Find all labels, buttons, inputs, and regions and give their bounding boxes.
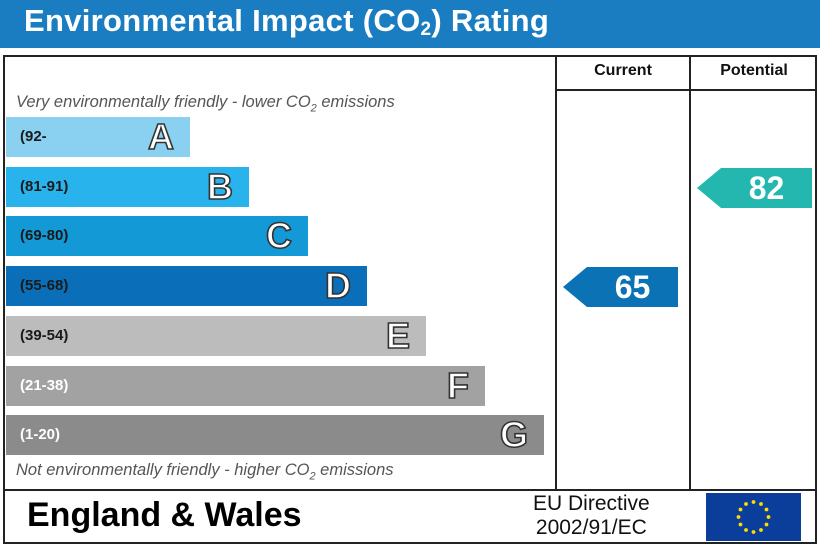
flag-star bbox=[759, 528, 763, 532]
potential-rating-arrow: 82 bbox=[697, 168, 812, 208]
flag-star bbox=[744, 502, 748, 506]
flag-star bbox=[759, 502, 763, 506]
flag-star bbox=[766, 515, 771, 519]
band-range-label: (55-68) bbox=[20, 277, 69, 294]
bottom-note: Not environmentally friendly - higher CO… bbox=[16, 461, 394, 483]
flag-star bbox=[764, 507, 769, 512]
band-g: (1-20) G bbox=[6, 414, 544, 456]
column-potential-header: Potential bbox=[720, 62, 788, 79]
flag-star bbox=[738, 522, 743, 527]
column-current-header: Current bbox=[594, 62, 652, 79]
band-range-label: (92- bbox=[20, 128, 47, 145]
flag-star bbox=[744, 528, 748, 532]
divider-potential bbox=[689, 55, 691, 491]
band-d: (55-68) D bbox=[6, 265, 367, 307]
eu-directive-line1: EU Directive bbox=[533, 492, 650, 515]
rating-frame bbox=[3, 55, 817, 544]
potential-rating-arrow-shape bbox=[697, 168, 812, 208]
band-range-label: (1-20) bbox=[20, 426, 61, 443]
band-letter: G bbox=[499, 414, 529, 456]
potential-rating-arrow-value: 82 bbox=[748, 170, 785, 206]
band-c: (69-80) C bbox=[6, 215, 308, 257]
current-rating-arrow-shape bbox=[563, 267, 678, 307]
band-e: (39-54) E bbox=[6, 315, 426, 357]
flag-star bbox=[764, 522, 769, 527]
current-rating-arrow-value: 65 bbox=[614, 269, 651, 305]
band-letter: A bbox=[147, 116, 175, 158]
region-label: England & Wales bbox=[27, 496, 302, 534]
band-letter: F bbox=[446, 365, 470, 407]
band-b: (81-91) B bbox=[6, 166, 249, 208]
header-divider bbox=[555, 89, 817, 91]
current-rating-arrow: 65 bbox=[563, 267, 678, 307]
band-letter: B bbox=[206, 166, 234, 208]
flag-star bbox=[751, 500, 756, 504]
band-range-label: (39-54) bbox=[20, 327, 69, 344]
band-letter: D bbox=[324, 265, 352, 307]
band-range-label: (81-91) bbox=[20, 178, 69, 195]
band-letter: C bbox=[265, 215, 293, 257]
flag-star bbox=[751, 530, 756, 534]
band-a: (92- A bbox=[6, 116, 190, 158]
footer-divider bbox=[3, 489, 817, 491]
top-note: Very environmentally friendly - lower CO… bbox=[16, 93, 395, 115]
eu-directive-text: EU Directive 2002/91/EC bbox=[533, 492, 650, 540]
eu-flag-icon bbox=[706, 493, 801, 541]
band-range-label: (21-38) bbox=[20, 377, 69, 394]
chart-title: Environmental Impact (CO2) Rating bbox=[24, 3, 550, 40]
band-range-label: (69-80) bbox=[20, 227, 69, 244]
band-letter: E bbox=[385, 315, 411, 357]
divider-current bbox=[555, 55, 557, 491]
band-f: (21-38) F bbox=[6, 365, 485, 407]
eu-directive-line2: 2002/91/EC bbox=[535, 516, 647, 539]
title-bar: Environmental Impact (CO2) Rating bbox=[0, 0, 820, 48]
flag-star bbox=[736, 515, 741, 519]
flag-star bbox=[738, 507, 743, 512]
